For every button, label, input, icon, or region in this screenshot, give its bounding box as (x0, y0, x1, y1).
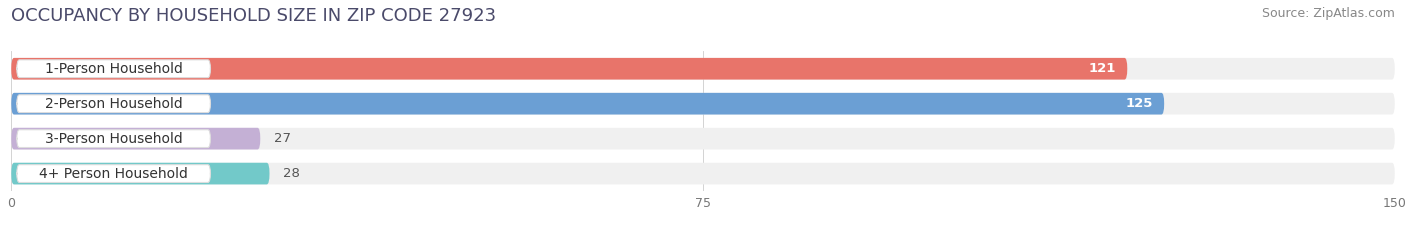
FancyBboxPatch shape (17, 130, 211, 147)
Text: 2-Person Household: 2-Person Household (45, 97, 183, 111)
FancyBboxPatch shape (17, 60, 211, 78)
FancyBboxPatch shape (11, 93, 1164, 115)
FancyBboxPatch shape (11, 58, 1395, 80)
Text: 3-Person Household: 3-Person Household (45, 132, 183, 146)
Text: 125: 125 (1126, 97, 1153, 110)
Text: 27: 27 (274, 132, 291, 145)
Text: Source: ZipAtlas.com: Source: ZipAtlas.com (1261, 7, 1395, 20)
Text: 121: 121 (1088, 62, 1116, 75)
Text: 28: 28 (284, 167, 301, 180)
FancyBboxPatch shape (17, 165, 211, 182)
Text: 4+ Person Household: 4+ Person Household (39, 167, 188, 181)
Text: OCCUPANCY BY HOUSEHOLD SIZE IN ZIP CODE 27923: OCCUPANCY BY HOUSEHOLD SIZE IN ZIP CODE … (11, 7, 496, 25)
FancyBboxPatch shape (11, 163, 1395, 185)
FancyBboxPatch shape (11, 128, 1395, 150)
FancyBboxPatch shape (11, 58, 1128, 80)
FancyBboxPatch shape (11, 128, 260, 150)
FancyBboxPatch shape (11, 163, 270, 185)
Text: 1-Person Household: 1-Person Household (45, 62, 183, 76)
FancyBboxPatch shape (17, 95, 211, 113)
FancyBboxPatch shape (11, 93, 1395, 115)
